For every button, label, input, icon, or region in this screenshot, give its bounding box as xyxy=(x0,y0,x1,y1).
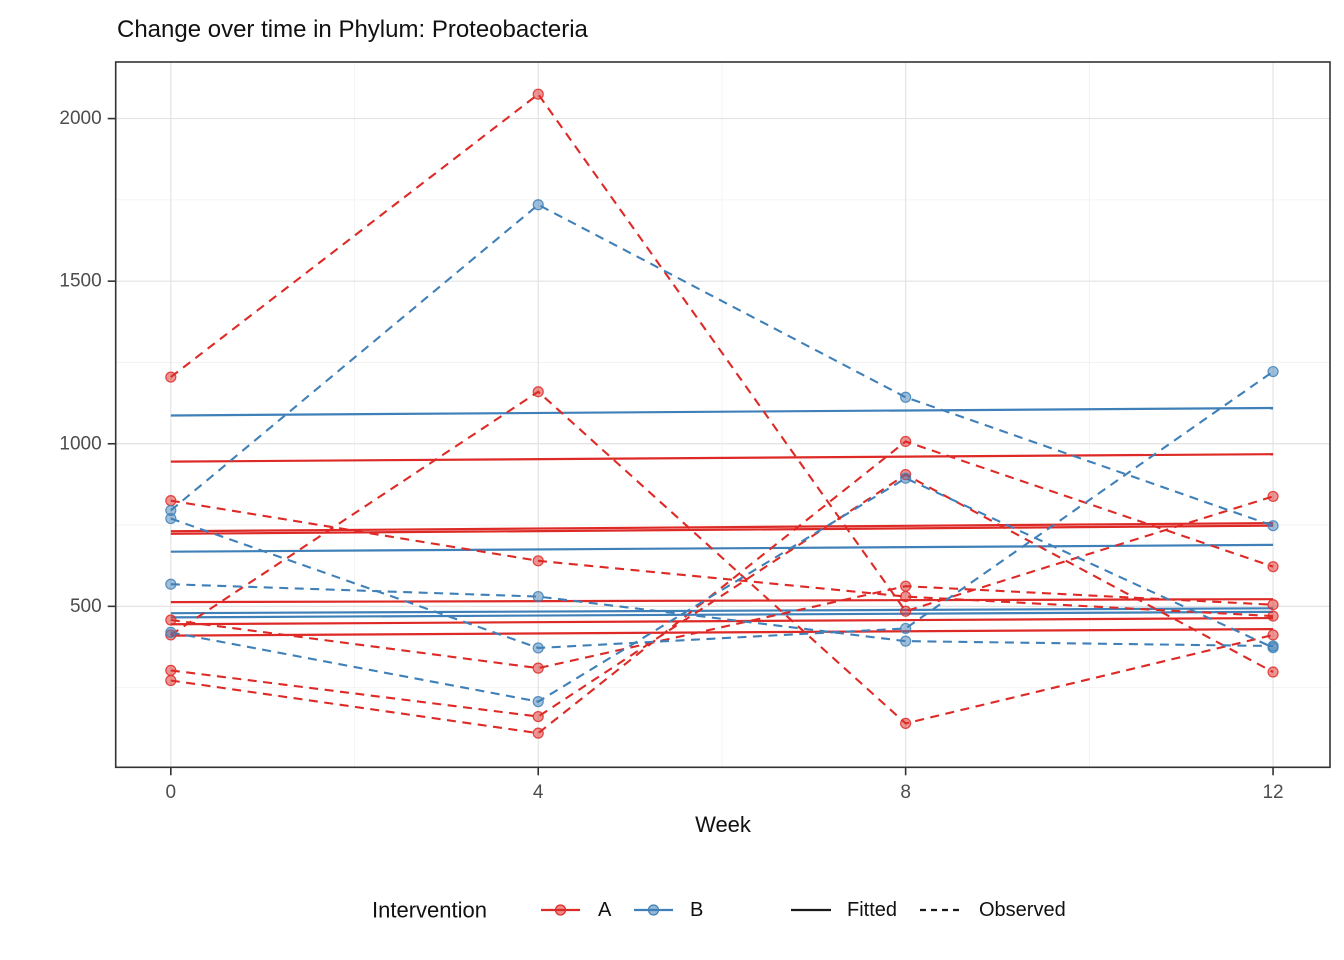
observed-line-b xyxy=(170,370,1274,650)
observed-point-a xyxy=(165,495,177,507)
observed-point-b xyxy=(165,512,177,525)
observed-point-b xyxy=(532,696,544,708)
observed-point-b xyxy=(900,472,912,484)
y-tick-label: 1500 xyxy=(59,271,101,292)
x-tick-label: 12 xyxy=(1262,782,1283,803)
gridlines xyxy=(115,62,1330,768)
observed-point-a xyxy=(165,674,177,687)
observed-point-b xyxy=(165,626,177,638)
legend-key-a-point xyxy=(554,904,567,916)
observed-line-a xyxy=(170,585,1274,670)
observed-point-a xyxy=(165,371,177,383)
y-tick-label: 500 xyxy=(70,596,102,617)
x-tick-label: 0 xyxy=(166,782,177,803)
fitted-line-a xyxy=(170,524,1274,535)
observed-line-a xyxy=(170,390,1274,725)
observed-point-b xyxy=(532,642,544,654)
observed-point-a xyxy=(165,614,177,626)
observed-line-a xyxy=(170,473,1274,718)
observed-point-a xyxy=(165,664,177,676)
observed-point-a xyxy=(532,710,544,723)
observed-point-a xyxy=(532,555,544,567)
chart-title: Change over time in Phylum: Proteobacter… xyxy=(117,16,589,43)
observed-line-b xyxy=(170,583,1274,648)
legend-label-a: A xyxy=(598,899,612,921)
legend-key-group-b: B xyxy=(634,899,703,921)
legend-key-observed: Observed xyxy=(920,899,1066,921)
observed-lines xyxy=(170,92,1274,735)
x-tick-label: 8 xyxy=(900,782,911,803)
observed-point-a xyxy=(532,662,544,674)
fitted-line-a xyxy=(170,628,1274,637)
observed-line-a xyxy=(170,92,1274,613)
observed-point-a xyxy=(900,717,912,730)
x-tick-label: 4 xyxy=(533,782,544,803)
observed-point-b xyxy=(532,199,544,211)
fitted-line-b xyxy=(170,610,1274,619)
observed-point-a xyxy=(1267,610,1279,622)
legend-key-fitted: Fitted xyxy=(791,899,897,921)
fitted-line-b xyxy=(170,607,1274,615)
x-axis-title: Week xyxy=(695,812,752,837)
observed-point-a xyxy=(532,88,544,100)
observed-point-b xyxy=(532,590,544,603)
axis-ticks xyxy=(107,117,1274,776)
observed-line-a xyxy=(170,499,1274,618)
observed-point-b xyxy=(1267,365,1279,378)
observed-point-b xyxy=(1267,642,1279,654)
observed-points xyxy=(165,88,1279,739)
observed-point-b xyxy=(900,622,912,635)
legend-label-b: B xyxy=(690,899,703,921)
observed-point-a xyxy=(532,727,544,739)
legend-title: Intervention xyxy=(372,898,487,923)
observed-point-b xyxy=(900,635,912,647)
legend-label-fitted: Fitted xyxy=(847,899,897,921)
observed-line-b xyxy=(170,203,1274,527)
observed-point-a xyxy=(1267,666,1279,678)
fitted-line-a xyxy=(170,616,1274,626)
panel-border xyxy=(114,61,1331,769)
fitted-line-b xyxy=(170,406,1274,417)
observed-point-a xyxy=(1267,561,1279,573)
observed-point-a xyxy=(900,435,912,448)
fitted-line-b xyxy=(170,543,1274,553)
legend-label-observed: Observed xyxy=(979,899,1066,921)
observed-line-a xyxy=(170,440,1274,735)
legend: Intervention A B Fitted Observed xyxy=(372,898,1066,923)
fitted-line-a xyxy=(170,598,1274,604)
observed-point-b xyxy=(1267,520,1279,532)
legend-key-group-a: A xyxy=(541,899,612,921)
observed-point-b xyxy=(165,578,177,590)
observed-point-a xyxy=(1267,629,1279,641)
observed-point-a xyxy=(900,605,912,617)
y-tick-label: 1000 xyxy=(59,433,101,454)
observed-point-a xyxy=(900,590,912,603)
legend-key-b-point xyxy=(647,904,660,916)
observed-point-b xyxy=(900,391,912,403)
fitted-line-a xyxy=(170,453,1274,463)
observed-line-b xyxy=(170,477,1274,703)
axis-tick-labels: 0 4 8 12 500 1000 1500 2000 xyxy=(59,108,1283,803)
observed-point-a xyxy=(532,386,544,398)
observed-point-a xyxy=(900,580,912,592)
observed-point-a xyxy=(1267,599,1279,611)
observed-point-a xyxy=(1267,490,1279,503)
y-tick-label: 2000 xyxy=(59,108,101,129)
